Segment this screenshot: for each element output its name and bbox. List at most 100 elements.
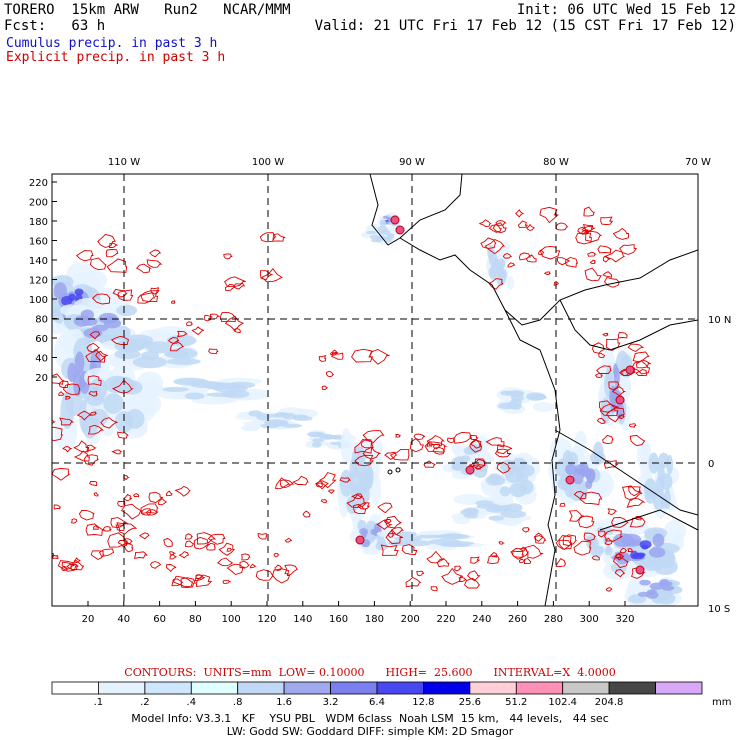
contour-line — [573, 491, 587, 500]
contour-line — [480, 237, 497, 250]
lat-label: 10 S — [708, 604, 730, 615]
precip-cell — [264, 419, 289, 425]
precip-cell — [191, 396, 236, 405]
contour-line — [437, 558, 450, 568]
contour-line — [354, 438, 374, 454]
contour-line — [351, 348, 374, 363]
contour-line — [636, 359, 652, 369]
colorbar-swatch — [144, 681, 192, 695]
precip-map: 220 200 180 160 140 120 100 80 60 40 20 20 40 60 80 100… — [29, 157, 731, 625]
contour-line — [86, 342, 100, 353]
lat-label: 0 — [708, 459, 714, 470]
contour-line — [607, 508, 618, 515]
contour-line — [284, 537, 293, 543]
contour-line — [385, 529, 404, 545]
intense-cell — [565, 475, 575, 485]
contour-line — [555, 222, 569, 231]
precip-cell — [453, 515, 471, 525]
contour-line — [273, 552, 280, 558]
contour-line — [100, 417, 118, 429]
lat-label: 10 N — [708, 315, 731, 326]
contour-line — [325, 370, 335, 378]
contour-line — [622, 485, 643, 501]
contour-line — [170, 300, 176, 304]
map-content — [52, 174, 698, 606]
contour-line — [619, 547, 628, 554]
precip-cell — [376, 537, 387, 547]
coastline — [559, 299, 698, 351]
contour-line — [582, 224, 596, 232]
contour-line — [93, 525, 99, 530]
contour-line — [87, 375, 102, 386]
contour-line — [146, 259, 163, 268]
contour-line — [58, 380, 69, 389]
valid-time: Valid: 21 UTC Fri 17 Feb 12 (15 CST Fri … — [314, 18, 736, 34]
contour-line — [260, 270, 274, 281]
precip-cell — [604, 546, 613, 556]
y-tick-label: 180 — [29, 217, 48, 228]
colorbar-label: 102.4 — [548, 697, 577, 708]
contour-line — [614, 569, 626, 578]
contour-line — [627, 343, 645, 353]
contour-line — [592, 342, 606, 354]
coastline — [599, 509, 698, 531]
precip-cell — [61, 296, 73, 306]
precip-cell — [115, 325, 131, 340]
precip-cell — [463, 513, 479, 519]
contour-line — [489, 551, 498, 558]
contour-line — [618, 414, 625, 420]
precip-cell — [292, 416, 313, 421]
contour-line — [602, 255, 611, 263]
contour-line — [169, 553, 178, 560]
precip-cell — [499, 486, 511, 497]
contour-line — [390, 527, 404, 535]
precip-cell — [369, 234, 380, 240]
x-tick-label: 60 — [153, 614, 166, 625]
contour-line — [158, 497, 168, 506]
contour-line — [603, 249, 626, 263]
contour-line — [132, 492, 140, 498]
contour-line — [339, 477, 351, 483]
contour-line — [226, 547, 233, 552]
precip-cell — [184, 392, 205, 400]
contour-line — [632, 351, 650, 363]
contour-line — [485, 437, 505, 448]
contour-line — [510, 548, 530, 558]
contour-line — [441, 567, 463, 585]
contour-line — [533, 535, 547, 544]
contour-line — [619, 244, 638, 255]
contour-line — [318, 355, 327, 362]
contour-line — [327, 489, 336, 494]
contour-line — [488, 224, 502, 233]
intense-cell — [625, 365, 635, 375]
model-physics: LW: Godd SW: Goddard DIFF: simple KM: 2D… — [226, 725, 514, 738]
contour-line — [274, 477, 291, 489]
contour-line — [484, 238, 506, 255]
contour-line — [502, 253, 513, 259]
contour-line — [139, 532, 150, 540]
contour-line — [167, 337, 180, 344]
precip-cell — [116, 304, 138, 316]
contour-line — [614, 552, 625, 561]
contour-line — [233, 282, 246, 290]
contour-line — [362, 430, 385, 444]
contour-line — [612, 556, 629, 569]
contour-line — [558, 539, 573, 550]
precip-cell — [103, 393, 124, 414]
contour-line — [52, 426, 63, 442]
contour-line — [628, 486, 642, 497]
precip-cell — [485, 506, 512, 513]
precip-cell — [488, 266, 498, 280]
contour-line — [89, 257, 107, 271]
precip-cell — [256, 413, 271, 421]
contour-line — [602, 271, 613, 278]
contour-line — [598, 530, 607, 538]
colorbar-label: 51.2 — [505, 697, 527, 708]
contour-line — [319, 472, 337, 489]
precip-cell — [132, 356, 167, 369]
contour-line — [525, 254, 537, 263]
precip-cell — [162, 387, 190, 392]
contour-line — [466, 570, 481, 582]
contour-line — [357, 502, 371, 510]
intense-cell — [390, 215, 400, 225]
